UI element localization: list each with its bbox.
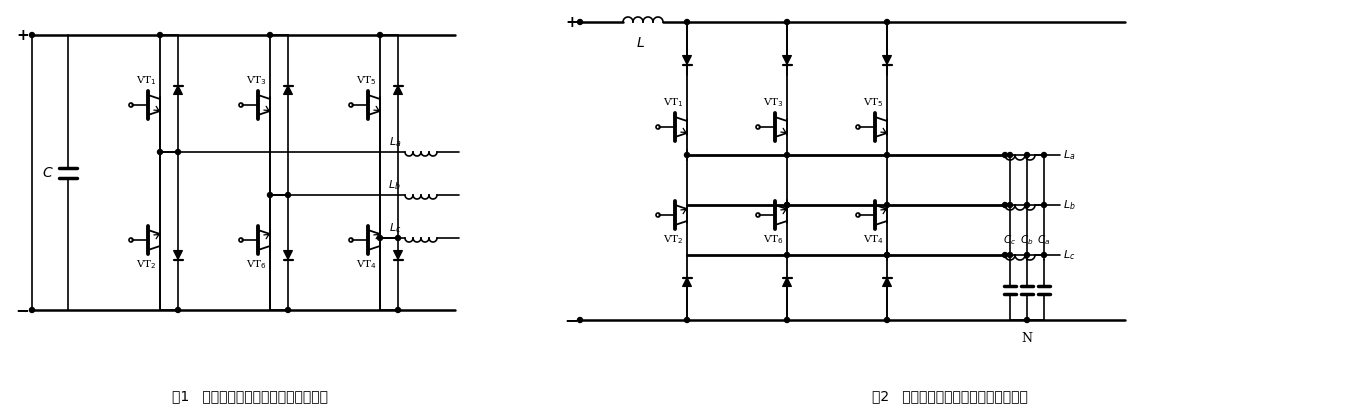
- Circle shape: [577, 19, 583, 24]
- Polygon shape: [174, 250, 182, 260]
- Circle shape: [785, 152, 789, 157]
- Text: −: −: [564, 311, 579, 329]
- Circle shape: [1002, 203, 1008, 208]
- Text: VT$_6$: VT$_6$: [763, 233, 784, 246]
- Polygon shape: [683, 278, 691, 286]
- Text: $C_c$: $C_c$: [1004, 233, 1017, 247]
- Text: $L_c$: $L_c$: [1063, 248, 1076, 262]
- Circle shape: [884, 19, 889, 24]
- Text: N: N: [1021, 332, 1032, 345]
- Circle shape: [1008, 203, 1013, 208]
- Text: VT$_1$: VT$_1$: [136, 74, 156, 87]
- Text: $L_a$: $L_a$: [1063, 148, 1076, 162]
- Text: VT$_1$: VT$_1$: [663, 96, 683, 109]
- Polygon shape: [883, 56, 891, 65]
- Text: VT$_5$: VT$_5$: [862, 96, 883, 109]
- Circle shape: [378, 33, 383, 37]
- Polygon shape: [782, 278, 792, 286]
- Text: +: +: [16, 28, 29, 42]
- Circle shape: [1024, 253, 1029, 258]
- Text: VT$_2$: VT$_2$: [136, 258, 156, 271]
- Text: 图1   电压型电力有源滤波器的电原理图: 图1 电压型电力有源滤波器的电原理图: [172, 389, 329, 403]
- Polygon shape: [394, 86, 402, 94]
- Circle shape: [30, 33, 34, 37]
- Circle shape: [268, 192, 273, 197]
- Text: VT$_4$: VT$_4$: [356, 258, 376, 271]
- Circle shape: [577, 318, 583, 323]
- Text: $L_b$: $L_b$: [388, 178, 401, 192]
- Circle shape: [884, 318, 889, 323]
- Circle shape: [684, 318, 690, 323]
- Circle shape: [1024, 318, 1029, 323]
- Circle shape: [268, 33, 273, 37]
- Text: $C_a$: $C_a$: [1038, 233, 1051, 247]
- Polygon shape: [394, 250, 402, 260]
- Circle shape: [684, 152, 690, 157]
- Circle shape: [158, 150, 163, 154]
- Circle shape: [378, 236, 383, 241]
- Circle shape: [285, 192, 291, 197]
- Text: $L_b$: $L_b$: [1063, 198, 1076, 212]
- Text: $C_b$: $C_b$: [1020, 233, 1033, 247]
- Polygon shape: [883, 278, 891, 286]
- Text: $L_a$: $L_a$: [388, 135, 401, 149]
- Circle shape: [175, 307, 181, 312]
- Circle shape: [158, 33, 163, 37]
- Text: VT$_4$: VT$_4$: [862, 233, 884, 246]
- Text: $L_c$: $L_c$: [388, 221, 401, 235]
- Polygon shape: [782, 56, 792, 65]
- Circle shape: [884, 203, 889, 208]
- Circle shape: [1024, 203, 1029, 208]
- Polygon shape: [174, 86, 182, 94]
- Circle shape: [785, 203, 789, 208]
- Circle shape: [884, 253, 889, 258]
- Circle shape: [1002, 253, 1008, 258]
- Text: $L$: $L$: [636, 36, 645, 50]
- Text: VT$_6$: VT$_6$: [246, 258, 266, 271]
- Circle shape: [395, 236, 401, 241]
- Circle shape: [1042, 152, 1047, 157]
- Circle shape: [884, 253, 889, 258]
- Circle shape: [884, 152, 889, 157]
- Circle shape: [285, 307, 291, 312]
- Circle shape: [175, 150, 181, 154]
- Circle shape: [1042, 253, 1047, 258]
- Text: VT$_2$: VT$_2$: [663, 233, 683, 246]
- Circle shape: [1042, 203, 1047, 208]
- Polygon shape: [683, 56, 691, 65]
- Circle shape: [1002, 152, 1008, 157]
- Circle shape: [1008, 253, 1013, 258]
- Circle shape: [785, 203, 789, 208]
- Circle shape: [785, 318, 789, 323]
- Polygon shape: [284, 86, 292, 94]
- Text: $C$: $C$: [42, 166, 54, 180]
- Polygon shape: [284, 250, 292, 260]
- Circle shape: [785, 19, 789, 24]
- Circle shape: [30, 307, 34, 312]
- Text: 图2   电流型电力有源滤波器的电原理图: 图2 电流型电力有源滤波器的电原理图: [872, 389, 1028, 403]
- Text: +: +: [565, 14, 579, 30]
- Text: VT$_5$: VT$_5$: [356, 74, 376, 87]
- Circle shape: [1024, 152, 1029, 157]
- Circle shape: [1008, 152, 1013, 157]
- Circle shape: [785, 253, 789, 258]
- Text: −: −: [15, 301, 29, 319]
- Text: VT$_3$: VT$_3$: [763, 96, 784, 109]
- Circle shape: [395, 307, 401, 312]
- Circle shape: [684, 19, 690, 24]
- Text: VT$_3$: VT$_3$: [246, 74, 266, 87]
